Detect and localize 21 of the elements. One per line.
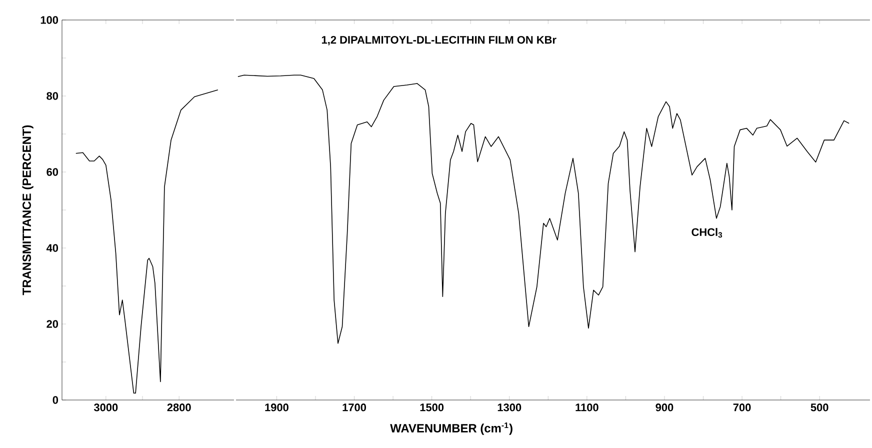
- y-axis-title: TRANSMITTANCE (PERCENT): [22, 125, 34, 296]
- x-tick-label: 700: [733, 404, 751, 412]
- x-axis-title: WAVENUMBER (cm$^{-1}$): [390, 422, 512, 435]
- y-tick-label: 80: [46, 92, 58, 100]
- x-tick-label: 1500: [420, 404, 444, 412]
- y-tick-label: 20: [46, 320, 58, 328]
- y-tick-label: 40: [46, 244, 58, 252]
- x-tick-label: 500: [810, 404, 828, 412]
- x-tick-label: 3000: [94, 404, 118, 412]
- x-tick-label: 1300: [498, 404, 522, 412]
- y-tick-label: 60: [46, 168, 58, 176]
- y-tick-label: 100: [40, 16, 58, 24]
- annotation: CHCl$_{3}$: [692, 228, 722, 238]
- x-tick-label: 1100: [576, 404, 598, 412]
- x-tick-label: 1900: [265, 404, 288, 412]
- line-series: [76, 90, 218, 394]
- text: 1,2 DIPALMITOYL-DL-LECITHIN FILM ON KBr: [322, 36, 556, 46]
- x-tick-label: 2800: [167, 404, 191, 412]
- y-tick-label: 0: [52, 396, 58, 404]
- x-tick-label: 900: [656, 404, 674, 412]
- x-tick-label: 1700: [342, 404, 366, 412]
